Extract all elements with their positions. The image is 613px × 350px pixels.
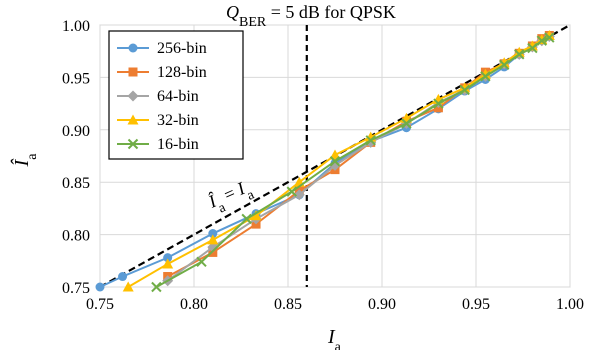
x-axis-title: Ia: [327, 326, 342, 350]
data-point: [207, 234, 219, 245]
y-axis-title-main: Î: [10, 158, 33, 167]
x-axis-title-main: I: [327, 326, 336, 348]
title-prefix: Q: [226, 2, 239, 22]
data-point: [544, 32, 555, 43]
y-tick-label: 1.00: [62, 18, 90, 35]
x-axis-title-sub: a: [335, 340, 342, 350]
data-point: [163, 253, 173, 263]
y-tick-label: 0.95: [62, 70, 90, 87]
title-sub: BER: [239, 15, 267, 30]
x-tick-label: 0.80: [180, 296, 208, 313]
data-point: [208, 229, 218, 239]
legend: 256-bin 128-bin 64-bin 32-bin 16-bin: [108, 30, 244, 160]
data-point: [536, 35, 548, 46]
marker-stroke: [286, 186, 297, 197]
y-tick-label: 0.85: [62, 175, 90, 192]
y-tick-label: 0.75: [62, 280, 90, 297]
y-tick-label: 0.80: [62, 228, 90, 245]
marker-stroke: [527, 42, 538, 54]
legend-label: 16-bin: [157, 136, 199, 153]
legend-marker: [128, 67, 138, 77]
data-point: [286, 186, 297, 197]
legend-entry-64-bin: 64-bin: [117, 88, 199, 105]
data-point: [527, 42, 538, 54]
marker-stroke: [498, 59, 510, 71]
marker-stroke: [329, 156, 341, 167]
legend-label: 128-bin: [157, 64, 207, 81]
y-tick-label: 0.90: [62, 123, 90, 140]
marker-stroke: [459, 84, 470, 96]
x-tick-label: 0.75: [86, 296, 114, 313]
marker-stroke: [196, 256, 207, 268]
legend-label: 256-bin: [157, 40, 207, 57]
legend-marker: [127, 114, 139, 125]
marker-stroke: [241, 213, 252, 225]
data-point: [479, 68, 491, 79]
data-point: [513, 46, 525, 57]
data-point: [514, 49, 525, 60]
legend-marker: [128, 43, 138, 53]
data-point: [329, 149, 341, 160]
marker-stroke: [433, 98, 444, 109]
legend-entry-256-bin: 256-bin: [117, 40, 207, 57]
x-tick-label: 0.85: [274, 296, 302, 313]
svg-text:Îa: Îa: [10, 153, 40, 168]
data-point: [498, 59, 510, 71]
series-layer: [95, 29, 555, 293]
data-point: [293, 189, 305, 201]
legend-entry-16-bin: 16-bin: [117, 136, 199, 153]
data-point: [526, 40, 538, 51]
title-suffix: = 5 dB for QPSK: [266, 2, 396, 22]
marker-stroke: [401, 118, 412, 129]
data-point: [207, 241, 219, 253]
data-point: [433, 98, 444, 109]
data-point: [196, 256, 207, 268]
data-point: [459, 84, 470, 96]
y-axis-title: Îa: [10, 153, 40, 168]
ticks-layer: 0.75 0.80 0.85 0.90 0.95 1.00 0.75 0.80 0.85 0.90…: [62, 18, 584, 313]
data-point: [498, 57, 510, 68]
chart-title: QBER = 5 dB for QPSK: [226, 2, 396, 30]
data-point: [480, 71, 491, 82]
legend-entry-128-bin: 128-bin: [117, 64, 207, 81]
data-point: [151, 281, 162, 293]
data-point: [365, 135, 376, 146]
data-point: [95, 282, 105, 292]
data-point: [543, 29, 555, 40]
legend-entry-32-bin: 32-bin: [117, 112, 199, 129]
x-tick-label: 0.90: [368, 296, 396, 313]
legend-entries: 256-bin 128-bin 64-bin 32-bin 16-bin: [117, 40, 207, 153]
y-axis-title-sub: a: [25, 153, 40, 160]
marker-stroke: [536, 35, 548, 46]
marker-stroke: [151, 281, 162, 293]
marker-stroke: [480, 71, 491, 82]
marker-stroke: [127, 138, 139, 150]
legend-label: 64-bin: [157, 88, 199, 105]
legend-marker: [127, 138, 139, 150]
data-point: [329, 156, 341, 167]
marker-stroke: [365, 135, 376, 146]
series-16-bin: [151, 32, 555, 293]
legend-label: 32-bin: [157, 112, 199, 129]
x-tick-label: 0.95: [462, 296, 490, 313]
x-tick-label: 1.00: [556, 296, 584, 313]
data-point: [122, 281, 134, 292]
data-point: [118, 272, 128, 282]
legend-marker: [127, 90, 139, 102]
data-point: [459, 82, 471, 93]
data-point: [401, 118, 412, 129]
data-point: [241, 213, 252, 225]
marker-stroke: [544, 32, 555, 43]
data-point: [250, 210, 262, 221]
data-point: [162, 258, 174, 269]
series-line: [127, 34, 550, 288]
marker-stroke: [514, 49, 525, 60]
